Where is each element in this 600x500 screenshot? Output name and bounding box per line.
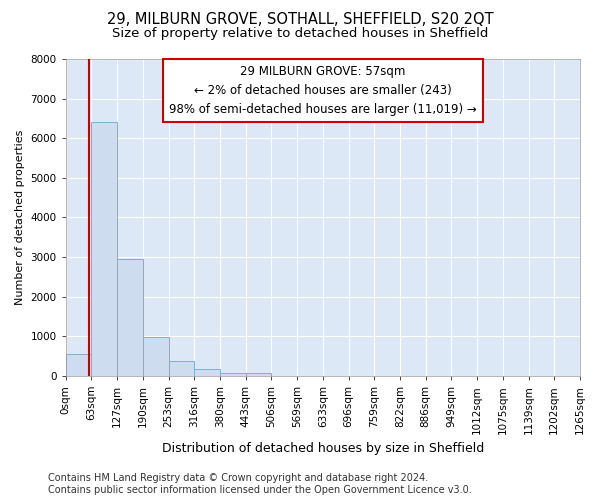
Text: 29, MILBURN GROVE, SOTHALL, SHEFFIELD, S20 2QT: 29, MILBURN GROVE, SOTHALL, SHEFFIELD, S… bbox=[107, 12, 493, 28]
Bar bbox=[117, 259, 143, 376]
Text: 29 MILBURN GROVE: 57sqm
← 2% of detached houses are smaller (243)
98% of semi-de: 29 MILBURN GROVE: 57sqm ← 2% of detached… bbox=[169, 66, 477, 116]
Text: Size of property relative to detached houses in Sheffield: Size of property relative to detached ho… bbox=[112, 28, 488, 40]
Bar bbox=[143, 337, 169, 376]
Bar bbox=[194, 369, 220, 376]
Bar bbox=[91, 122, 117, 376]
Text: Contains HM Land Registry data © Crown copyright and database right 2024.
Contai: Contains HM Land Registry data © Crown c… bbox=[48, 474, 472, 495]
Bar bbox=[220, 372, 246, 376]
Y-axis label: Number of detached properties: Number of detached properties bbox=[15, 130, 25, 305]
X-axis label: Distribution of detached houses by size in Sheffield: Distribution of detached houses by size … bbox=[162, 442, 484, 455]
Bar bbox=[246, 374, 271, 376]
Bar bbox=[169, 361, 194, 376]
Bar bbox=[66, 354, 91, 376]
